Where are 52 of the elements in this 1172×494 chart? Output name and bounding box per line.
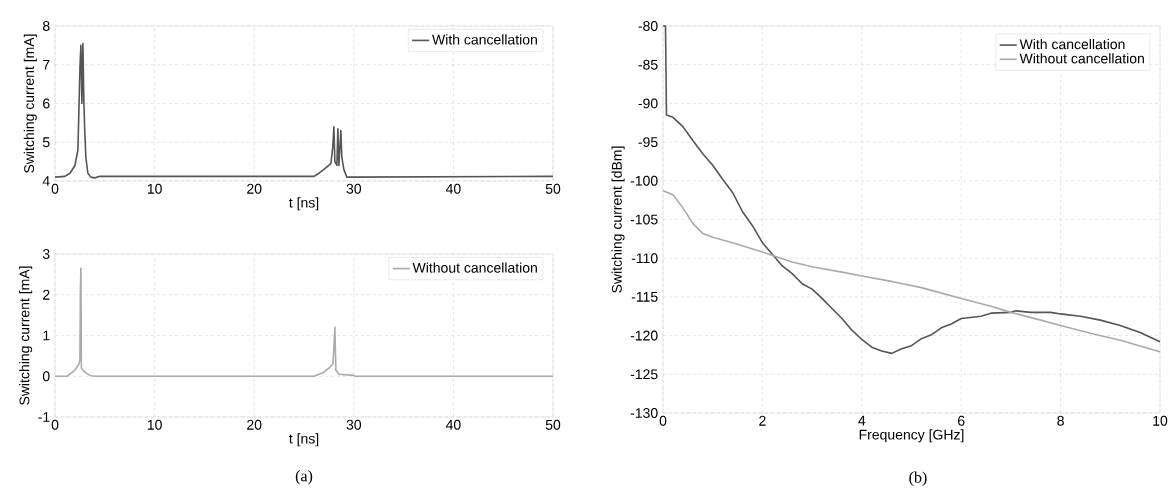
x-tick-label: 6 (958, 415, 965, 426)
y-tick-label: -85 (638, 59, 658, 70)
x-tick-label: 10 (147, 419, 162, 430)
y-tick-label: 6 (43, 98, 50, 109)
x-tick-label: 30 (346, 183, 362, 194)
y-tick-label: 1 (43, 330, 50, 341)
x-tick-label: 50 (545, 183, 561, 194)
x-tick-label: 2 (759, 415, 766, 426)
y-tick-label: -105 (630, 214, 658, 225)
text: (b) (909, 471, 927, 487)
x-tick-label: 4 (858, 415, 866, 426)
y-tick-label: -125 (630, 369, 658, 380)
x-tick-label: 0 (659, 415, 667, 426)
x-axis-title: Frequency [GHz] (859, 429, 964, 443)
x-tick-label: 10 (1153, 415, 1168, 426)
x-tick-label: 8 (1057, 415, 1064, 426)
x-tick-label: 30 (346, 419, 362, 430)
y-tick-label: 0 (42, 371, 50, 382)
line-series (662, 190, 1161, 353)
y-axis-title: Switching current [dBm] (611, 146, 625, 293)
legend-label: Without cancellation (412, 262, 537, 273)
y-tick-label: 8 (42, 21, 50, 31)
y-tick-label: -115 (631, 292, 658, 302)
y-tick-label: -80 (638, 21, 658, 31)
y-tick-label: -110 (631, 253, 658, 264)
y-tick-label: -1 (38, 412, 50, 422)
y-axis-title: Switching current [mA] (23, 34, 37, 173)
x-tick-label: 40 (445, 183, 461, 194)
legend-label: With cancellation (1019, 38, 1125, 50)
y-tick-label: 7 (43, 59, 50, 70)
legend-label: Without cancellation (1019, 53, 1144, 64)
y-tick-label: 2 (43, 289, 50, 300)
x-tick-label: 0 (51, 419, 59, 430)
y-tick-label: -90 (638, 98, 658, 109)
legend-label: With cancellation (432, 34, 537, 45)
x-tick-label: 10 (147, 183, 162, 194)
y-tick-label: -120 (630, 330, 658, 341)
y-tick-label: -100 (630, 175, 658, 186)
y-tick-label: 4 (42, 176, 50, 186)
x-axis-title: t [ns] (289, 433, 319, 447)
y-tick-label: -130 (630, 408, 658, 418)
x-tick-label: 20 (247, 419, 262, 430)
x-tick-label: 50 (545, 419, 561, 430)
y-tick-label: 3 (42, 249, 50, 259)
x-tick-label: 0 (51, 183, 59, 194)
y-tick-label: 5 (42, 137, 50, 148)
x-tick-label: 40 (445, 419, 461, 430)
x-tick-label: 20 (247, 183, 262, 194)
y-tick-label: -95 (638, 137, 658, 148)
y-axis-title: Switching current [mA] (19, 266, 33, 405)
x-axis-title: t [ns] (289, 197, 319, 211)
text: (a) (295, 470, 313, 485)
